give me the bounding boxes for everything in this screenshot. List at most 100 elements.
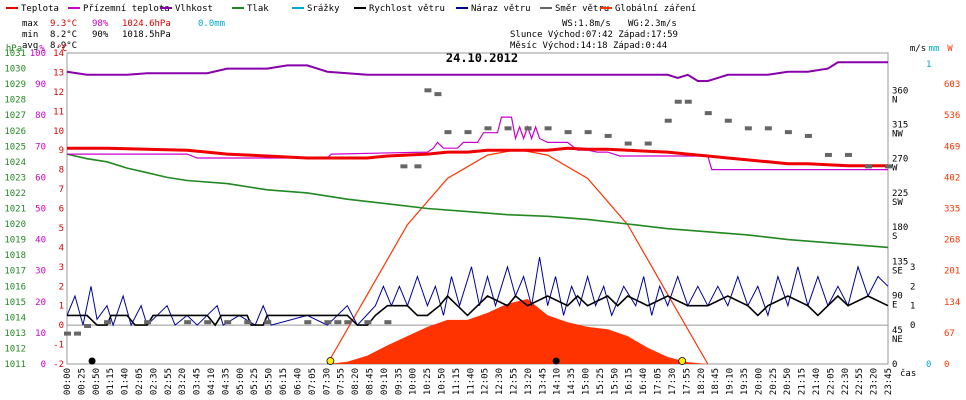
axis-x-tick: 01:15 [106, 368, 116, 395]
wind-dir-point [414, 164, 422, 169]
wind-dir-point [144, 320, 152, 325]
axis-dir-compass: NW [892, 130, 903, 140]
axis-x-tick: 02:05 [135, 368, 145, 395]
wind-dir-point [644, 141, 652, 146]
wind-dir-point [804, 133, 812, 138]
axes: hPa% °C1011101210131014101510161017101810… [4, 44, 960, 395]
wind-dir-point [344, 320, 352, 325]
wind-speed-line [67, 294, 889, 327]
sunrise-icon [326, 357, 335, 365]
wind-dir-point [664, 118, 672, 123]
axis-degc-tick: 10 [53, 127, 64, 137]
wind-gust-line [66, 257, 889, 327]
axis-x-tick: 02:55 [164, 368, 174, 395]
axis-hpa-tick: 1030 [4, 65, 26, 75]
stat-avg-temp: 8.9°C [50, 41, 77, 51]
wind-dir-point [824, 152, 832, 157]
wind-dir-point [184, 320, 192, 325]
axis-degc-unit: °C [57, 44, 68, 54]
axis-dir-tick: 135 [892, 257, 908, 267]
axis-degc-tick: 4 [59, 243, 64, 253]
wind-dir-point [84, 323, 92, 328]
axis-x-tick: 22:55 [855, 368, 865, 395]
axis-x-tick: 20:25 [769, 368, 779, 395]
legend-item: Globální záření [615, 4, 696, 14]
axis-degc-tick: 11 [53, 107, 64, 117]
axis-dir-tick: 315 [892, 121, 908, 131]
legend-item: Náraz větru [471, 4, 531, 14]
axis-degc-tick: 14 [53, 49, 64, 59]
wind-dir-point [744, 126, 752, 131]
wind-dir-point [844, 152, 852, 157]
axis-degc-tick: 5 [59, 224, 64, 234]
axis-pct-tick: 40 [35, 236, 46, 246]
axis-dir-tick: 90 [892, 292, 903, 302]
axis-x-tick: 10:25 [423, 368, 433, 395]
axis-degc-tick: -1 [53, 341, 64, 351]
axis-w-tick: 0 [944, 360, 949, 370]
legend-item: Tlak [247, 4, 269, 14]
axis-dir-tick: 270 [892, 155, 908, 165]
axis-x-tick: 09:35 [394, 368, 404, 395]
axis-dir-compass: SE [892, 266, 903, 276]
axis-degc-tick: 8 [59, 166, 64, 176]
chart-title: 24.10.2012 [446, 51, 518, 65]
axis-x-tick: 12:30 [495, 368, 505, 395]
axis-x-tick: 10:50 [437, 368, 447, 395]
axis-w-tick: 201 [944, 267, 960, 277]
axis-pct-tick: 50 [35, 205, 46, 215]
axis-w-tick: 469 [944, 142, 960, 152]
stat-min-press: 1018.5hPa [122, 30, 171, 40]
axis-hpa-tick: 1013 [4, 329, 26, 339]
stat-max-hum: 98% [92, 19, 109, 29]
axis-ms-unit: m/s [910, 44, 926, 54]
axis-x-tick: 20:00 [754, 368, 764, 395]
axis-x-tick: 01:40 [121, 368, 131, 395]
axis-mm-tick: 0 [926, 360, 931, 370]
axis-hpa-tick: 1020 [4, 220, 26, 230]
axis-dir-compass: E [892, 301, 897, 311]
axis-x-tick: 18:20 [697, 368, 707, 395]
axis-hpa-tick: 1023 [4, 173, 26, 183]
axis-x-tick: 23:20 [870, 368, 880, 395]
stats-block: max 9.3°C 98% 1024.6hPa 0.0mm min 8.2°C … [22, 19, 225, 51]
axis-x-tick: 20:50 [783, 368, 793, 395]
wind-dir-point [524, 126, 532, 131]
axis-mm-tick: 1 [926, 60, 931, 70]
axis-w-tick: 536 [944, 111, 960, 121]
axis-pct-unit: % [39, 44, 45, 54]
axis-x-tick: 07:05 [308, 368, 318, 395]
axis-x-tick: 06:15 [279, 368, 289, 395]
axis-hpa-tick: 1011 [4, 360, 26, 370]
axis-x-tick: 21:40 [812, 368, 822, 395]
wind-dir-point [564, 130, 572, 135]
axis-x-tick: 05:00 [236, 368, 246, 395]
axis-x-tick: 12:05 [481, 368, 491, 395]
info-ws: WS:1.8m/s [562, 19, 611, 29]
wind-dir-point [674, 99, 682, 104]
stat-max-label: max [22, 19, 39, 29]
axis-hpa-tick: 1014 [4, 313, 26, 323]
axis-x-tick: 13:20 [524, 368, 534, 395]
axis-x-tick: 17:05 [654, 368, 664, 395]
axis-pct-tick: 30 [35, 267, 46, 277]
stat-min-hum: 90% [92, 30, 109, 40]
axis-x-tick: 04:10 [207, 368, 217, 395]
axis-x-tick: 22:05 [826, 368, 836, 395]
axis-x-tick: 21:15 [798, 368, 808, 395]
sunset-icon [678, 357, 687, 365]
axis-x-tick: 03:20 [178, 368, 188, 395]
axis-x-tick: 23:45 [884, 368, 894, 395]
legend-item: Rychlost větru [369, 4, 445, 14]
wind-dir-point [324, 320, 332, 325]
axis-hpa-tick: 1027 [4, 111, 26, 121]
info-wg: WG:2.3m/s [628, 19, 677, 29]
axis-x-tick: 07:55 [337, 368, 347, 395]
wind-dir-point [484, 126, 492, 131]
axis-x-tick: 05:25 [250, 368, 260, 395]
axis-hpa-tick: 1018 [4, 251, 26, 261]
axis-w-unit: W [947, 44, 953, 54]
axis-x-tick: 14:35 [567, 368, 577, 395]
solar-area [327, 299, 708, 364]
